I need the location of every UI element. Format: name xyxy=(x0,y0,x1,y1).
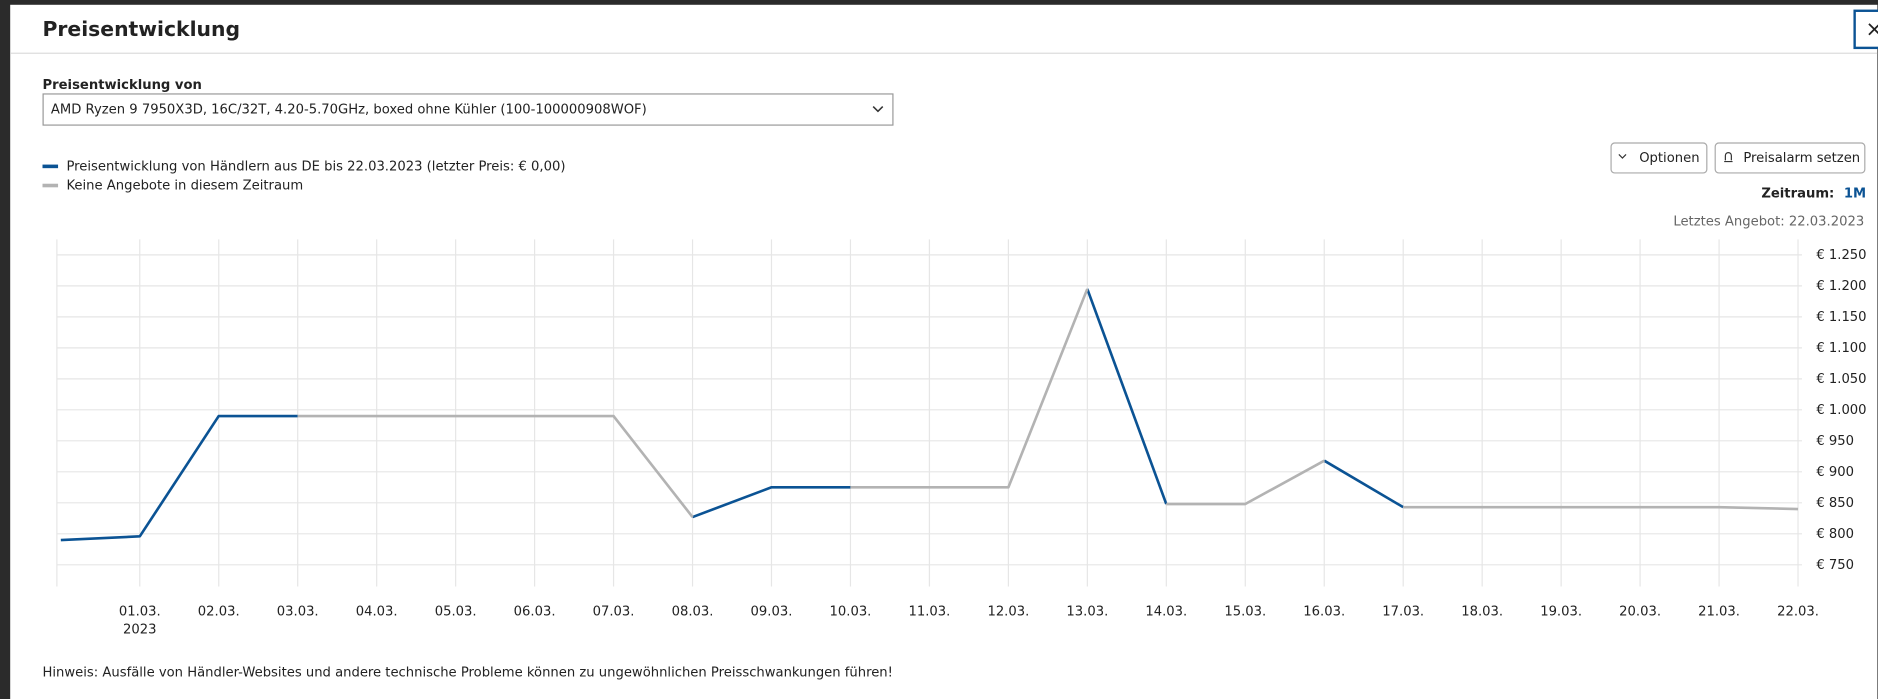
y-tick-label: € 1.000 xyxy=(1816,403,1866,418)
alarm-label[interactable]: Preisalarm setzen xyxy=(1743,151,1860,166)
product-select-value[interactable]: AMD Ryzen 9 7950X3D, 16C/32T, 4.20-5.70G… xyxy=(51,103,647,118)
y-tick-label: € 1.250 xyxy=(1816,248,1866,263)
x-tick-label: 21.03. xyxy=(1698,605,1740,620)
select-chevron[interactable] xyxy=(872,105,884,113)
x-tick-label: 06.03. xyxy=(514,605,556,620)
options-chevron[interactable] xyxy=(1618,153,1627,159)
x-tick-label: 17.03. xyxy=(1382,605,1424,620)
x-tick-label: 11.03. xyxy=(908,605,950,620)
x-tick-label: 02.03. xyxy=(198,605,240,620)
x-tick-label: 04.03. xyxy=(356,605,398,620)
last-offer: Letztes Angebot: 22.03.2023 xyxy=(1673,214,1864,229)
x-tick-label: 15.03. xyxy=(1224,605,1266,620)
y-tick-label: € 1.100 xyxy=(1816,341,1866,356)
x-tick-label: 08.03. xyxy=(672,605,714,620)
x-tick-label: 18.03. xyxy=(1461,605,1503,620)
x-tick-label: 10.03. xyxy=(830,605,872,620)
modal-title: Preisentwicklung xyxy=(43,17,241,41)
x-tick-label: 12.03. xyxy=(987,605,1029,620)
x-year-label: 2023 xyxy=(123,623,156,638)
y-tick-label: € 1.150 xyxy=(1816,310,1866,325)
x-tick-label: 20.03. xyxy=(1619,605,1661,620)
x-tick-label: 14.03. xyxy=(1145,605,1187,620)
x-tick-label: 16.03. xyxy=(1303,605,1345,620)
x-tick-label: 19.03. xyxy=(1540,605,1582,620)
y-tick-label: € 750 xyxy=(1816,558,1854,573)
x-tick-label: 05.03. xyxy=(435,605,477,620)
price-line xyxy=(297,288,1799,518)
x-tick-label: 01.03. xyxy=(119,605,161,620)
y-tick-label: € 850 xyxy=(1816,496,1854,511)
plot: € 750 € 800 € 850 € 900 € 950 € 1.000 € 1.050 €… xyxy=(56,239,1867,638)
y-tick-label: € 800 xyxy=(1816,527,1854,542)
price-line xyxy=(60,288,1404,542)
note: Hinweis: Ausfälle von Händler-Websites u… xyxy=(43,666,893,681)
x-tick-label: 03.03. xyxy=(277,605,319,620)
options-button[interactable] xyxy=(1610,142,1708,174)
bell-icon[interactable] xyxy=(1724,152,1733,163)
period-value[interactable]: 1M xyxy=(1844,186,1866,201)
alarm-button[interactable] xyxy=(1714,142,1866,174)
y-tick-label: € 1.200 xyxy=(1816,279,1866,294)
close-button[interactable] xyxy=(1853,9,1878,50)
y-tick-label: € 900 xyxy=(1816,465,1854,480)
y-tick-label: € 1.050 xyxy=(1816,372,1866,387)
legend-label: Keine Angebote in diesem Zeitraum xyxy=(66,179,303,194)
x-tick-label: 09.03. xyxy=(751,605,793,620)
close-icon[interactable]: × xyxy=(1865,17,1878,42)
x-tick-label: 22.03. xyxy=(1777,605,1819,620)
legend: Preisentwicklung von Händlern aus DE bis… xyxy=(42,159,565,194)
legend-label: Preisentwicklung von Händlern aus DE bis… xyxy=(66,159,565,174)
y-tick-label: € 950 xyxy=(1816,434,1854,449)
select-label: Preisentwicklung von xyxy=(43,78,202,93)
options-label[interactable]: Optionen xyxy=(1639,151,1699,166)
x-tick-label: 13.03. xyxy=(1066,605,1108,620)
x-tick-label: 07.03. xyxy=(593,605,635,620)
period-label: Zeitraum: xyxy=(1761,186,1834,201)
product-select[interactable] xyxy=(42,93,894,126)
